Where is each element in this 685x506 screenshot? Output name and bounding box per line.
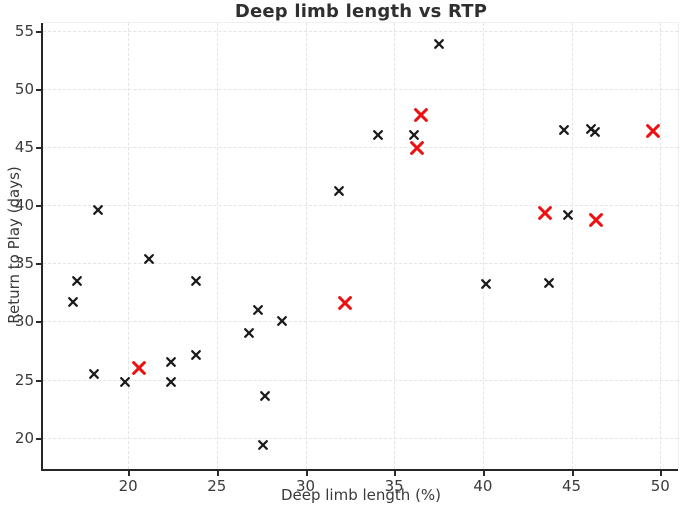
y-tick-label: 55 <box>14 22 34 41</box>
data-point-marker <box>334 186 345 197</box>
x-gridline <box>571 23 573 469</box>
y-tick-mark <box>36 205 41 208</box>
y-gridline <box>43 379 678 381</box>
x-axis-label: Deep limb length (%) <box>280 486 442 504</box>
y-tick-label: 40 <box>14 196 34 215</box>
x-tick-mark <box>571 471 574 476</box>
data-point-marker <box>337 296 352 310</box>
x-gridline <box>216 23 218 469</box>
y-tick-mark <box>36 263 41 266</box>
data-point-marker <box>71 275 82 286</box>
data-point-marker <box>243 328 254 339</box>
x-tick-label: 40 <box>473 477 493 495</box>
y-gridline <box>43 437 678 439</box>
x-tick-mark <box>128 471 131 476</box>
x-tick-label: 45 <box>562 477 582 495</box>
y-axis-spine <box>41 23 43 471</box>
x-tick-label: 25 <box>207 477 227 495</box>
data-point-marker <box>408 129 419 140</box>
x-gridline <box>660 23 662 469</box>
y-tick-label: 35 <box>14 254 34 273</box>
data-point-marker <box>68 296 79 307</box>
data-point-marker <box>190 350 201 361</box>
y-gridline <box>43 89 678 91</box>
data-point-marker <box>589 213 604 228</box>
data-point-marker <box>373 129 384 140</box>
x-tick-label: 35 <box>384 477 404 495</box>
data-point-marker <box>413 107 428 122</box>
y-tick-label: 50 <box>14 80 34 99</box>
x-gridline <box>128 23 130 469</box>
x-gridline <box>394 23 396 469</box>
x-tick-label: 30 <box>295 477 316 495</box>
y-tick-mark <box>36 89 41 92</box>
x-tick-label: 50 <box>650 477 670 495</box>
y-tick-mark <box>36 147 41 150</box>
y-axis-label: Return to Play (days) <box>5 166 23 324</box>
y-tick-label: 30 <box>14 312 34 331</box>
x-gridline <box>482 23 484 469</box>
data-point-marker <box>89 368 100 379</box>
x-tick-mark <box>216 471 219 476</box>
data-point-marker <box>538 206 552 221</box>
plot-area: 20 25 30 35 40 45 50 20 25 30 35 40 45 50 55 <box>15 22 679 495</box>
data-point-marker <box>543 278 554 289</box>
data-point-marker <box>410 141 425 156</box>
x-gridline <box>305 23 307 469</box>
data-point-marker <box>252 304 263 315</box>
y-gridline <box>43 147 678 149</box>
x-tick-label: 20 <box>118 477 138 495</box>
data-point-marker <box>559 124 570 135</box>
y-tick-mark <box>36 31 41 34</box>
data-point-marker <box>131 361 146 375</box>
y-tick-label: 25 <box>14 370 34 389</box>
data-point-marker <box>165 357 176 368</box>
y-gridline <box>43 263 678 265</box>
data-point-marker <box>165 376 176 387</box>
y-tick-mark <box>36 321 41 324</box>
data-point-marker <box>589 127 600 138</box>
y-tick-mark <box>36 437 41 440</box>
y-tick-label: 45 <box>14 138 34 157</box>
data-point-marker <box>433 39 444 49</box>
data-point-marker <box>258 439 268 450</box>
x-tick-mark <box>482 471 485 476</box>
data-point-marker <box>259 390 270 401</box>
data-point-marker <box>586 123 596 134</box>
chart-title: Deep limb length vs RTP <box>234 1 488 22</box>
y-gridline <box>43 31 678 33</box>
y-tick-label: 20 <box>14 428 34 447</box>
y-tick-mark <box>36 379 41 382</box>
x-tick-mark <box>394 471 397 476</box>
x-tick-mark <box>305 471 308 476</box>
x-axis-spine <box>41 469 678 471</box>
y-gridline <box>43 321 678 323</box>
data-point-marker <box>646 124 661 138</box>
data-point-marker <box>190 275 201 286</box>
y-gridline <box>43 205 678 207</box>
x-tick-mark <box>660 471 663 476</box>
